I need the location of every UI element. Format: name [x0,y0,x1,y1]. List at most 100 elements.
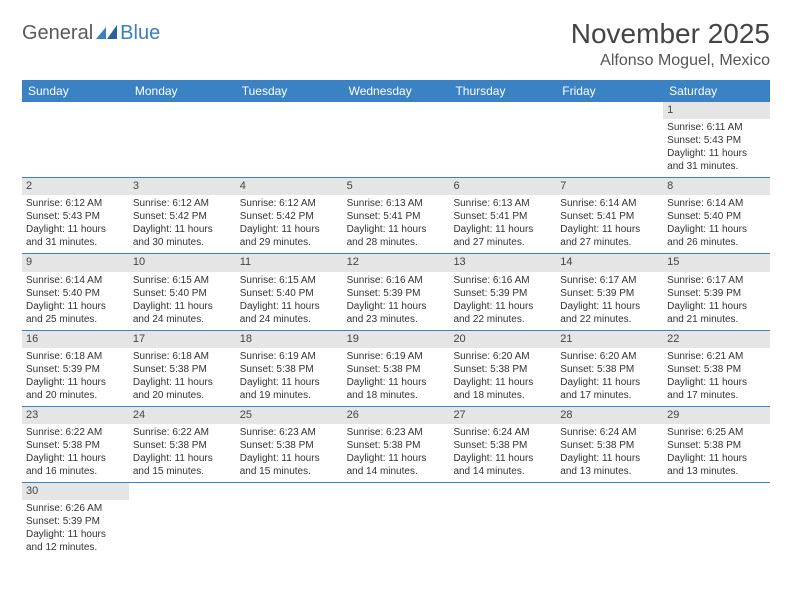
daylight-line: Daylight: 11 hours and 18 minutes. [347,376,446,402]
sunrise-line: Sunrise: 6:26 AM [26,502,125,515]
day-cell: 26Sunrise: 6:23 AMSunset: 5:38 PMDayligh… [343,407,450,482]
day-number: 7 [556,178,663,195]
sunrise-line: Sunrise: 6:24 AM [560,426,659,439]
day-cell: 11Sunrise: 6:15 AMSunset: 5:40 PMDayligh… [236,254,343,329]
day-cell: 9Sunrise: 6:14 AMSunset: 5:40 PMDaylight… [22,254,129,329]
sunset-line: Sunset: 5:38 PM [453,439,552,452]
sunrise-line: Sunrise: 6:12 AM [26,197,125,210]
weekday-header: Sunday [22,80,129,102]
sunset-line: Sunset: 5:38 PM [560,439,659,452]
sunset-line: Sunset: 5:42 PM [133,210,232,223]
daylight-line: Daylight: 11 hours and 23 minutes. [347,300,446,326]
sunset-line: Sunset: 5:38 PM [453,363,552,376]
week-row: 30Sunrise: 6:26 AMSunset: 5:39 PMDayligh… [22,483,770,558]
day-body: Sunrise: 6:23 AMSunset: 5:38 PMDaylight:… [236,424,343,482]
day-cell: 10Sunrise: 6:15 AMSunset: 5:40 PMDayligh… [129,254,236,329]
sunset-line: Sunset: 5:40 PM [240,287,339,300]
sunrise-line: Sunrise: 6:19 AM [240,350,339,363]
day-cell: 27Sunrise: 6:24 AMSunset: 5:38 PMDayligh… [449,407,556,482]
day-body: Sunrise: 6:25 AMSunset: 5:38 PMDaylight:… [663,424,770,482]
day-cell: 20Sunrise: 6:20 AMSunset: 5:38 PMDayligh… [449,331,556,406]
day-number: 6 [449,178,556,195]
day-body: Sunrise: 6:15 AMSunset: 5:40 PMDaylight:… [236,272,343,330]
day-cell-empty [343,102,450,177]
sunrise-line: Sunrise: 6:21 AM [667,350,766,363]
daylight-line: Daylight: 11 hours and 15 minutes. [240,452,339,478]
day-body: Sunrise: 6:18 AMSunset: 5:38 PMDaylight:… [129,348,236,406]
daylight-line: Daylight: 11 hours and 16 minutes. [26,452,125,478]
weekday-header: Tuesday [236,80,343,102]
sunset-line: Sunset: 5:41 PM [560,210,659,223]
day-body: Sunrise: 6:26 AMSunset: 5:39 PMDaylight:… [22,500,129,558]
daylight-line: Daylight: 11 hours and 22 minutes. [560,300,659,326]
day-cell-empty [449,483,556,558]
day-number: 10 [129,254,236,271]
day-cell: 23Sunrise: 6:22 AMSunset: 5:38 PMDayligh… [22,407,129,482]
day-cell: 5Sunrise: 6:13 AMSunset: 5:41 PMDaylight… [343,178,450,253]
sunrise-line: Sunrise: 6:13 AM [453,197,552,210]
week-row: 2Sunrise: 6:12 AMSunset: 5:43 PMDaylight… [22,178,770,254]
sunrise-line: Sunrise: 6:17 AM [560,274,659,287]
day-cell-empty [663,483,770,558]
day-cell: 14Sunrise: 6:17 AMSunset: 5:39 PMDayligh… [556,254,663,329]
day-number: 1 [663,102,770,119]
logo-text-blue: Blue [120,22,160,45]
sunrise-line: Sunrise: 6:25 AM [667,426,766,439]
day-cell-empty [449,102,556,177]
sunset-line: Sunset: 5:38 PM [347,363,446,376]
sunrise-line: Sunrise: 6:22 AM [133,426,232,439]
day-body: Sunrise: 6:22 AMSunset: 5:38 PMDaylight:… [129,424,236,482]
day-cell: 18Sunrise: 6:19 AMSunset: 5:38 PMDayligh… [236,331,343,406]
sunset-line: Sunset: 5:40 PM [133,287,232,300]
day-body: Sunrise: 6:14 AMSunset: 5:41 PMDaylight:… [556,195,663,253]
logo-text-general: General [22,22,93,45]
daylight-line: Daylight: 11 hours and 12 minutes. [26,528,125,554]
day-body: Sunrise: 6:14 AMSunset: 5:40 PMDaylight:… [663,195,770,253]
day-number: 9 [22,254,129,271]
day-cell: 12Sunrise: 6:16 AMSunset: 5:39 PMDayligh… [343,254,450,329]
sunrise-line: Sunrise: 6:14 AM [667,197,766,210]
day-cell: 22Sunrise: 6:21 AMSunset: 5:38 PMDayligh… [663,331,770,406]
sunrise-line: Sunrise: 6:23 AM [240,426,339,439]
day-number: 23 [22,407,129,424]
daylight-line: Daylight: 11 hours and 18 minutes. [453,376,552,402]
day-number: 12 [343,254,450,271]
week-row: 23Sunrise: 6:22 AMSunset: 5:38 PMDayligh… [22,407,770,483]
day-cell: 2Sunrise: 6:12 AMSunset: 5:43 PMDaylight… [22,178,129,253]
location-subtitle: Alfonso Moguel, Mexico [571,52,770,70]
sunset-line: Sunset: 5:39 PM [453,287,552,300]
month-title: November 2025 [571,18,770,50]
day-number: 17 [129,331,236,348]
day-number: 11 [236,254,343,271]
day-number: 25 [236,407,343,424]
daylight-line: Daylight: 11 hours and 31 minutes. [667,147,766,173]
day-number: 29 [663,407,770,424]
day-cell: 7Sunrise: 6:14 AMSunset: 5:41 PMDaylight… [556,178,663,253]
sunset-line: Sunset: 5:39 PM [26,363,125,376]
day-number: 28 [556,407,663,424]
day-cell: 19Sunrise: 6:19 AMSunset: 5:38 PMDayligh… [343,331,450,406]
day-cell: 6Sunrise: 6:13 AMSunset: 5:41 PMDaylight… [449,178,556,253]
day-number: 15 [663,254,770,271]
day-cell: 13Sunrise: 6:16 AMSunset: 5:39 PMDayligh… [449,254,556,329]
sunrise-line: Sunrise: 6:20 AM [560,350,659,363]
sunrise-line: Sunrise: 6:12 AM [133,197,232,210]
weekday-header: Saturday [663,80,770,102]
day-body: Sunrise: 6:19 AMSunset: 5:38 PMDaylight:… [236,348,343,406]
daylight-line: Daylight: 11 hours and 17 minutes. [560,376,659,402]
week-row: 16Sunrise: 6:18 AMSunset: 5:39 PMDayligh… [22,331,770,407]
sunrise-line: Sunrise: 6:18 AM [26,350,125,363]
sunrise-line: Sunrise: 6:15 AM [133,274,232,287]
day-body: Sunrise: 6:21 AMSunset: 5:38 PMDaylight:… [663,348,770,406]
sunset-line: Sunset: 5:40 PM [667,210,766,223]
day-body: Sunrise: 6:16 AMSunset: 5:39 PMDaylight:… [343,272,450,330]
day-number: 2 [22,178,129,195]
daylight-line: Daylight: 11 hours and 27 minutes. [560,223,659,249]
day-cell: 16Sunrise: 6:18 AMSunset: 5:39 PMDayligh… [22,331,129,406]
sunset-line: Sunset: 5:38 PM [240,439,339,452]
sunrise-line: Sunrise: 6:16 AM [347,274,446,287]
day-number: 30 [22,483,129,500]
weekday-header: Thursday [449,80,556,102]
week-row: 9Sunrise: 6:14 AMSunset: 5:40 PMDaylight… [22,254,770,330]
day-cell-empty [556,102,663,177]
